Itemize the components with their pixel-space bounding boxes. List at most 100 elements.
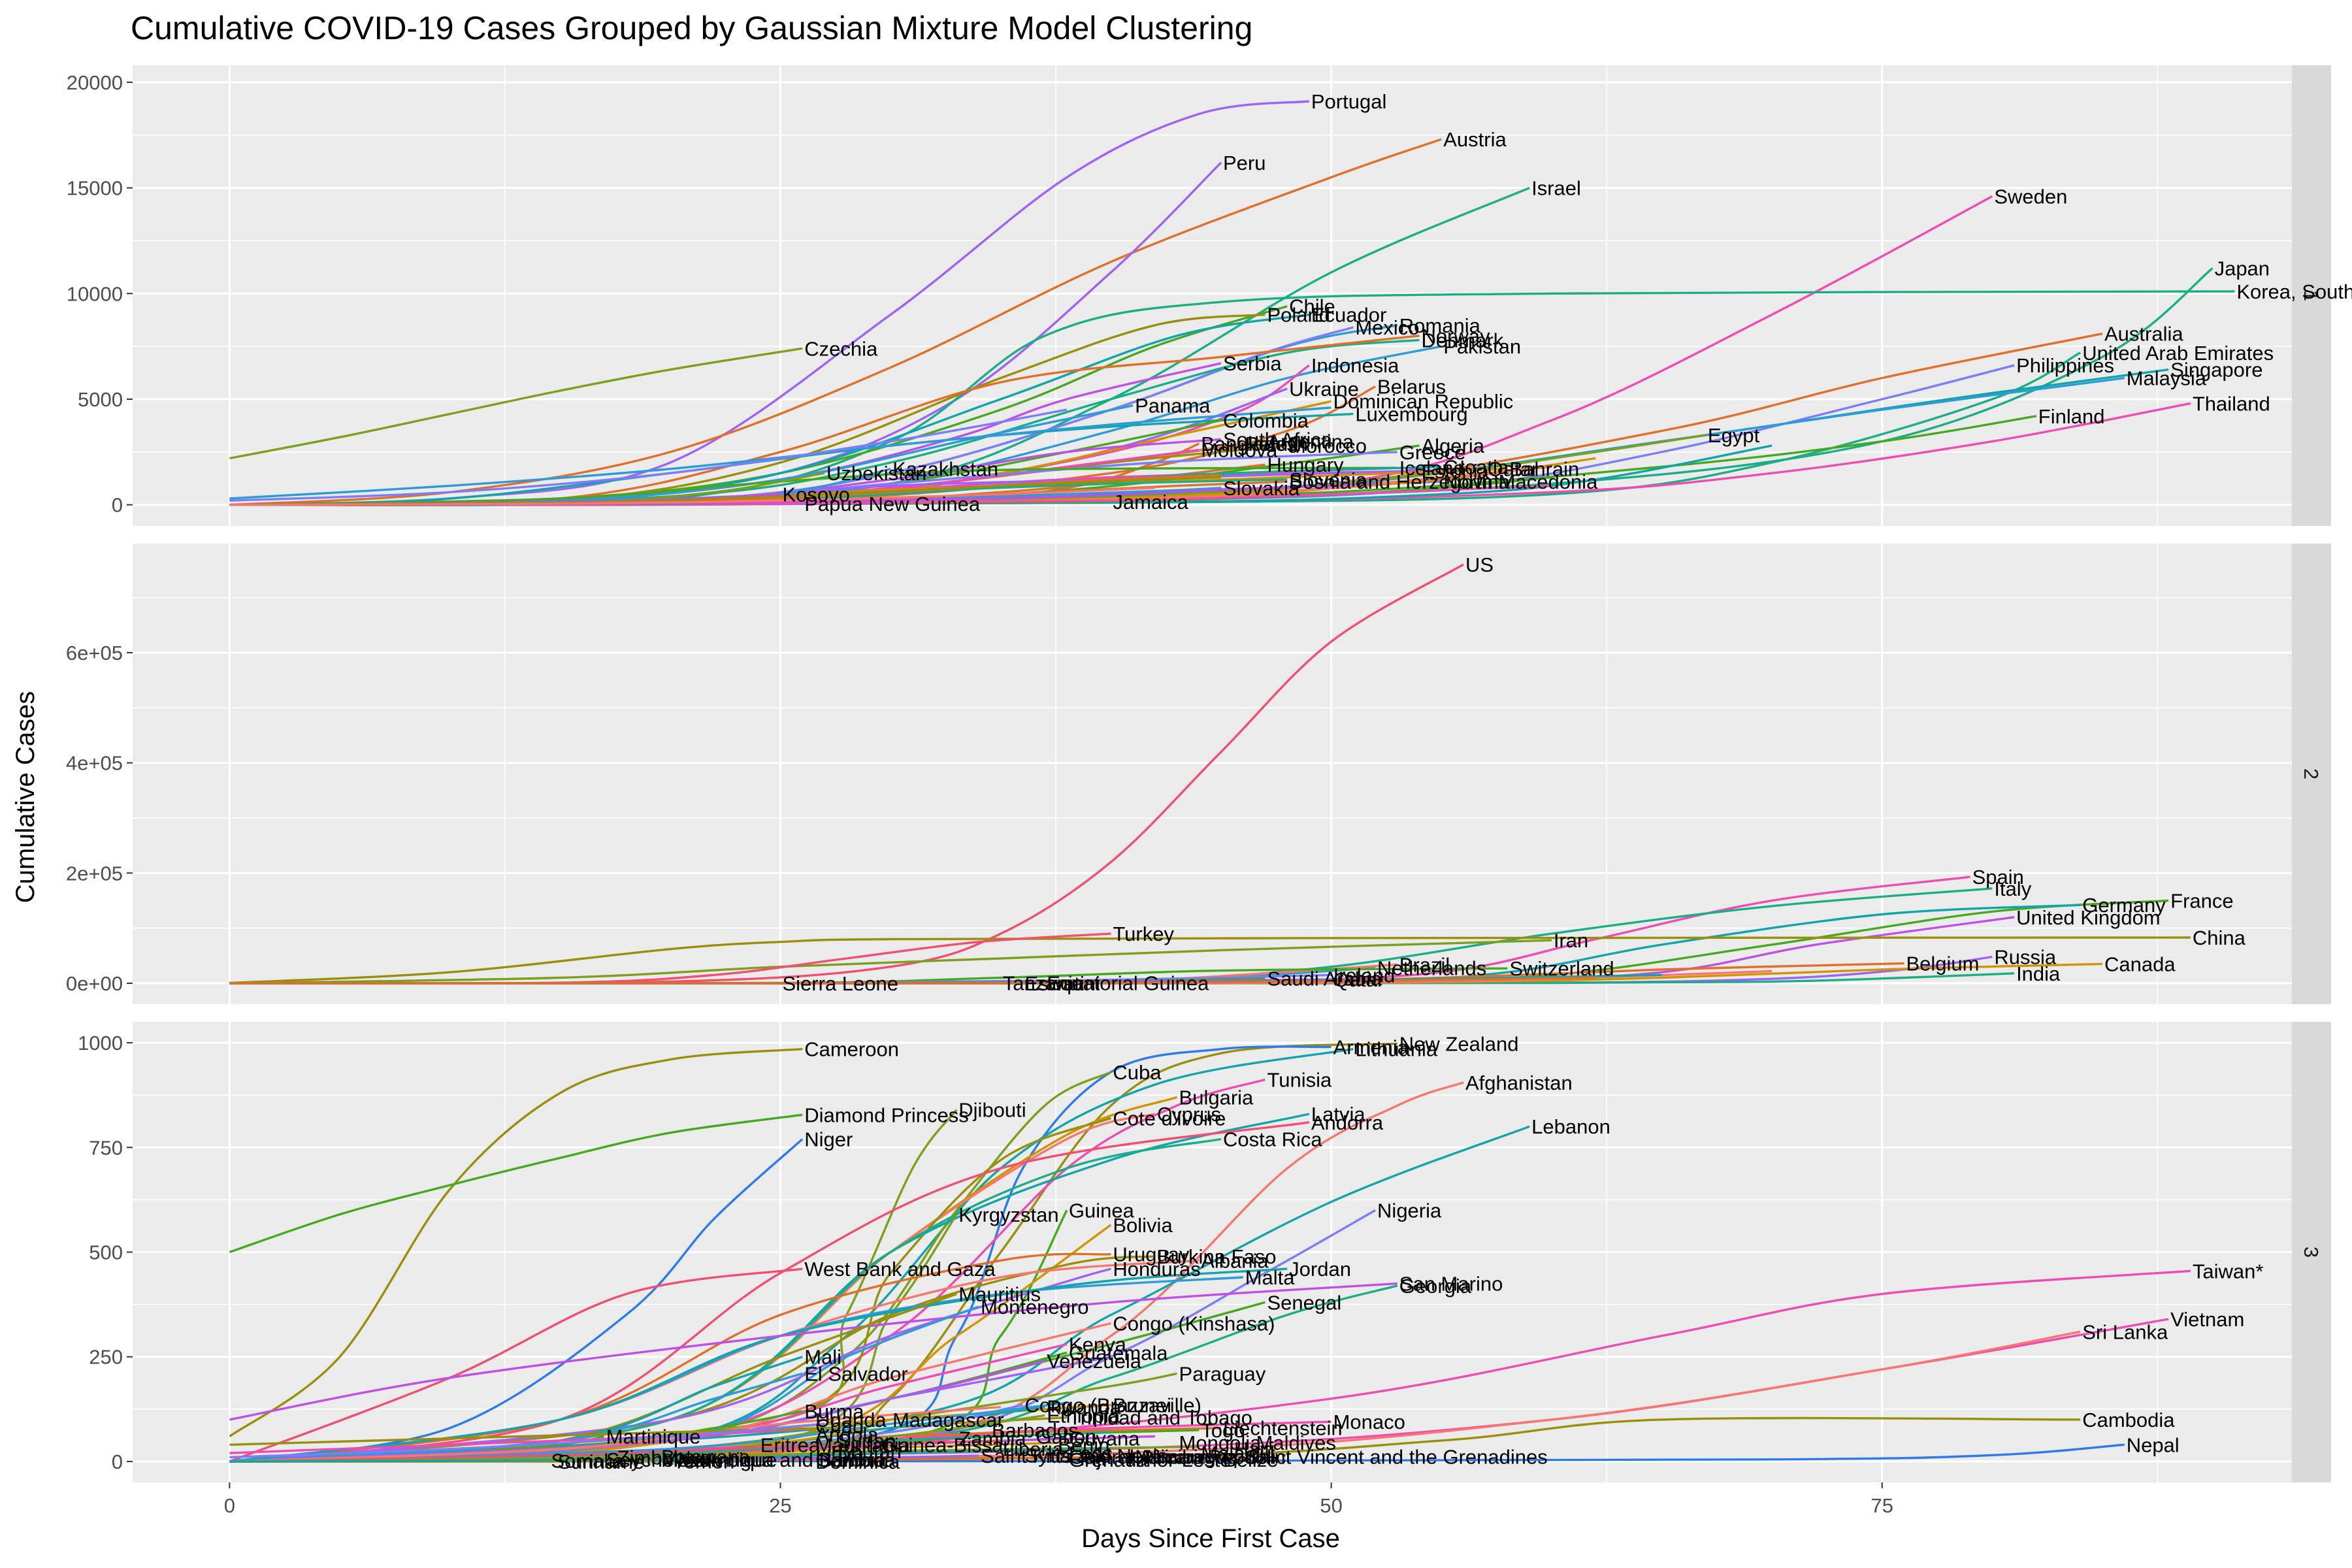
series-label: Slovenia xyxy=(1289,468,1367,491)
series-label: Russia xyxy=(1994,945,2057,968)
series-label: Bulgaria xyxy=(1179,1086,1254,1109)
series-label: Singapore xyxy=(2170,359,2262,382)
series-label: San Marino xyxy=(1399,1273,1503,1296)
series-label: Uganda xyxy=(815,1409,887,1431)
series-label: France xyxy=(2170,889,2233,912)
series-label: Uruguay xyxy=(1113,1243,1190,1266)
series-label: Burma xyxy=(804,1400,864,1423)
series-label: Lithuania xyxy=(1355,1038,1438,1061)
series-label: Taiwan* xyxy=(2193,1260,2264,1282)
series-label: Martinique xyxy=(606,1426,701,1448)
series-label: Nigeria xyxy=(1377,1199,1442,1222)
series-label: Dominica xyxy=(815,1450,900,1473)
series-label: Angola xyxy=(815,1423,879,1446)
series-label: United Arab Emirates xyxy=(2082,342,2274,365)
series-label: Brunei xyxy=(1113,1394,1171,1416)
series-label: Belize xyxy=(1223,1448,1278,1471)
series-label: Cuba xyxy=(1113,1061,1162,1084)
x-axis: 0 25 50 75 xyxy=(224,1482,1893,1517)
series-line-burkina-faso xyxy=(229,1255,1155,1463)
series-label: Belarus xyxy=(1377,376,1446,399)
y-tick-label: 2e+05 xyxy=(66,862,123,885)
series-label: Australia xyxy=(2104,323,2183,346)
series-line xyxy=(229,1405,1001,1463)
series-label: Mexico xyxy=(1355,316,1419,339)
series-label: Syria xyxy=(1024,1444,1071,1467)
series-label: Greece xyxy=(1399,441,1466,464)
series-label: Netherlands xyxy=(1377,956,1486,979)
series-line-diamond-princess xyxy=(229,1113,803,1254)
series-label: Ukraine xyxy=(1289,378,1359,400)
series-label: Saint Kitts and Nevis xyxy=(981,1445,1168,1467)
series-label: Tanzania xyxy=(1003,972,1085,995)
y-tick-label: 0 xyxy=(112,1450,123,1473)
series-label: Venezuela xyxy=(1047,1350,1142,1373)
series-label: Antigua and Barbuda xyxy=(705,1448,896,1471)
series-line-cameroon xyxy=(229,1048,803,1437)
series-label: Iran xyxy=(1554,929,1588,952)
series-label: United Kingdom xyxy=(2016,906,2161,929)
series-label: Armenia xyxy=(1333,1036,1409,1058)
series-label: Morocco xyxy=(1289,434,1367,457)
series-label: Maldives xyxy=(1256,1431,1336,1454)
series-label: Mauritania xyxy=(815,1433,910,1456)
series-label: Iceland xyxy=(1399,457,1465,480)
series-label: Albania xyxy=(1201,1249,1269,1272)
series-label: Grenada xyxy=(1069,1448,1148,1471)
y-tick-label: 4e+05 xyxy=(66,752,123,775)
series-group xyxy=(229,100,2235,506)
series-label: Ethiopia xyxy=(1047,1404,1120,1427)
series-line-china xyxy=(229,936,2191,985)
series-label: Uzbekistan xyxy=(826,462,926,485)
series-label: Eritrea xyxy=(760,1433,821,1456)
panel-background xyxy=(133,544,2292,1004)
series-label: Djibouti xyxy=(958,1099,1026,1122)
series-label: Chad xyxy=(815,1414,864,1437)
series-label: Romania xyxy=(1399,314,1481,337)
y-tick-label: 1000 xyxy=(78,1032,123,1054)
panels: 050001000015000200001PortugalAustriaPeru… xyxy=(66,65,2352,1517)
series-label: Namibia xyxy=(1135,1445,1209,1468)
series-label: Burkina Faso xyxy=(1157,1245,1277,1268)
y-tick-label: 15000 xyxy=(67,177,123,200)
series-line xyxy=(229,487,1155,506)
series-label: Panama xyxy=(1135,395,1211,417)
series-label: Tunisia xyxy=(1267,1068,1332,1091)
series-label: Mali xyxy=(804,1346,841,1369)
series-label: Nicaragua xyxy=(1146,1445,1239,1468)
series-label: Slovakia xyxy=(1223,477,1300,500)
series-label: Fiji xyxy=(1080,1447,1106,1470)
series-line-iran xyxy=(229,939,1552,985)
series-label: Malawi xyxy=(1201,1442,1264,1465)
chart-title: Cumulative COVID-19 Cases Grouped by Gau… xyxy=(131,10,1252,46)
series-label: Monaco xyxy=(1333,1411,1405,1433)
series-label: Liechtenstein xyxy=(1223,1417,1343,1440)
series-label: Pakistan xyxy=(1443,335,1521,358)
series-label: Peru2 xyxy=(1245,433,1299,455)
series-label: Andorra xyxy=(1311,1111,1384,1134)
series-label: Brazil xyxy=(1399,953,1450,976)
series-label: Korea, South xyxy=(2236,280,2352,303)
y-tick-label: 6e+05 xyxy=(66,642,123,664)
series-label: Yemen xyxy=(672,1450,734,1473)
series-label: Lebanon xyxy=(1531,1115,1610,1138)
facet-strip-label: 2 xyxy=(2300,768,2323,779)
series-label: Peru xyxy=(1223,152,1266,174)
series-label: Belgium xyxy=(1906,953,1979,975)
series-label: El Salvador xyxy=(804,1362,908,1385)
series-label: Equatorial Guinea xyxy=(1047,972,1209,995)
series-label: Georgia xyxy=(1399,1275,1472,1298)
series-label: Mongolia xyxy=(1179,1431,1262,1454)
series-label: Sudan xyxy=(838,1429,896,1452)
series-line xyxy=(229,1448,1111,1463)
series-label: Jamaica xyxy=(1113,491,1188,514)
series-label: Portugal xyxy=(1311,90,1386,113)
series-label: Chile xyxy=(1289,295,1335,318)
series-label: Sri Lanka xyxy=(2082,1320,2168,1343)
facet-strip xyxy=(2292,544,2331,1004)
y-tick-label: 250 xyxy=(89,1346,123,1369)
series-label: Rwanda xyxy=(1047,1396,1121,1419)
series-label: Cambodia xyxy=(2082,1409,2175,1431)
